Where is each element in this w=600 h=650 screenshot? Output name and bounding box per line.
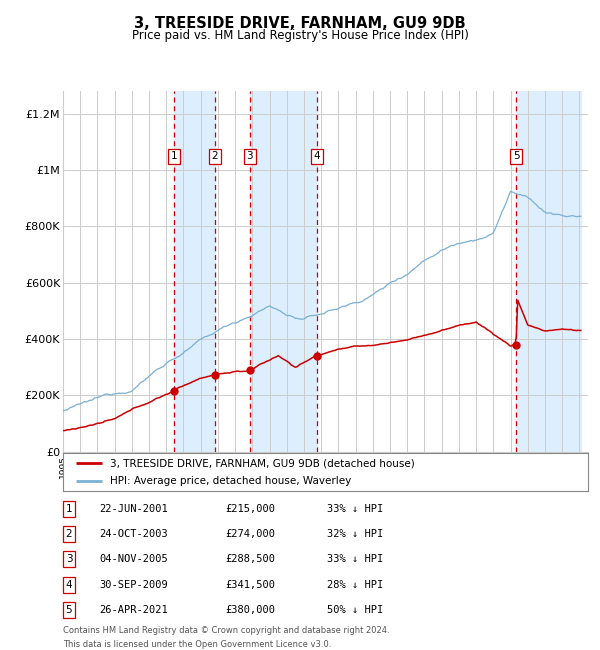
Text: Price paid vs. HM Land Registry's House Price Index (HPI): Price paid vs. HM Land Registry's House …: [131, 29, 469, 42]
Text: This data is licensed under the Open Government Licence v3.0.: This data is licensed under the Open Gov…: [63, 640, 331, 649]
Text: £288,500: £288,500: [225, 554, 275, 564]
Text: £215,000: £215,000: [225, 504, 275, 514]
Text: HPI: Average price, detached house, Waverley: HPI: Average price, detached house, Wave…: [110, 476, 352, 486]
Text: £380,000: £380,000: [225, 605, 275, 615]
Text: 3: 3: [246, 151, 253, 161]
Text: 50% ↓ HPI: 50% ↓ HPI: [327, 605, 383, 615]
Text: 3, TREESIDE DRIVE, FARNHAM, GU9 9DB: 3, TREESIDE DRIVE, FARNHAM, GU9 9DB: [134, 16, 466, 31]
Text: 2: 2: [65, 529, 73, 539]
Text: 5: 5: [65, 605, 73, 615]
Text: 1: 1: [171, 151, 178, 161]
Text: 1: 1: [65, 504, 73, 514]
Bar: [516, 91, 581, 452]
Text: 3, TREESIDE DRIVE, FARNHAM, GU9 9DB (detached house): 3, TREESIDE DRIVE, FARNHAM, GU9 9DB (det…: [110, 458, 415, 468]
Text: 4: 4: [314, 151, 320, 161]
Text: 24-OCT-2003: 24-OCT-2003: [99, 529, 168, 539]
Text: £274,000: £274,000: [225, 529, 275, 539]
Bar: [175, 91, 215, 452]
Text: £341,500: £341,500: [225, 580, 275, 590]
Text: 32% ↓ HPI: 32% ↓ HPI: [327, 529, 383, 539]
Text: 28% ↓ HPI: 28% ↓ HPI: [327, 580, 383, 590]
Text: 22-JUN-2001: 22-JUN-2001: [99, 504, 168, 514]
Text: 33% ↓ HPI: 33% ↓ HPI: [327, 504, 383, 514]
Bar: [250, 91, 317, 452]
Text: 33% ↓ HPI: 33% ↓ HPI: [327, 554, 383, 564]
Text: 2: 2: [211, 151, 218, 161]
Text: 4: 4: [65, 580, 73, 590]
Text: 04-NOV-2005: 04-NOV-2005: [99, 554, 168, 564]
Text: 26-APR-2021: 26-APR-2021: [99, 605, 168, 615]
Text: 3: 3: [65, 554, 73, 564]
Text: 5: 5: [513, 151, 520, 161]
Text: 30-SEP-2009: 30-SEP-2009: [99, 580, 168, 590]
Text: Contains HM Land Registry data © Crown copyright and database right 2024.: Contains HM Land Registry data © Crown c…: [63, 626, 389, 635]
